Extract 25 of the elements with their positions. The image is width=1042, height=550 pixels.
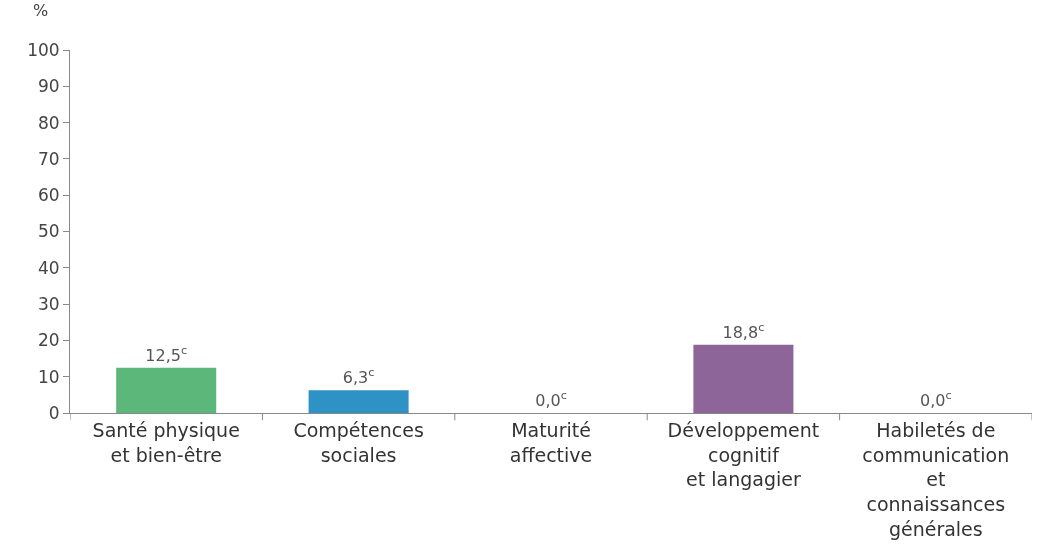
bar: [116, 367, 217, 413]
y-tick-label: 100: [27, 39, 60, 60]
data-label: 18,8$^{c}$: [722, 321, 765, 342]
x-tick-label: Compétences sociales: [293, 418, 424, 466]
y-tick-label: 0: [48, 402, 60, 423]
y-tick-label: 90: [37, 76, 60, 97]
y-axis-title: %: [33, 1, 49, 20]
y-tick-label: 50: [37, 221, 60, 242]
x-tick-label: Santé physique et bien-être: [92, 418, 240, 466]
data-label: 12,5$^{c}$: [145, 343, 188, 365]
bar: [308, 390, 409, 413]
data-label: 0,0$^{c}$: [535, 389, 567, 410]
bar: [693, 344, 794, 413]
y-tick-label: 20: [37, 330, 60, 351]
y-tick-label: 80: [37, 112, 60, 133]
y-tick-label: 30: [37, 294, 60, 315]
x-tick-label: Habiletés de communication et connaissances générales: [862, 418, 1010, 540]
x-tick-label: Maturité affective: [509, 418, 593, 466]
data-label: 0,0$^{c}$: [920, 389, 952, 410]
data-label: 6,3$^{c}$: [342, 366, 375, 388]
y-tick-label: 60: [37, 185, 60, 206]
x-tick-label: Développement cognitif et langagier: [667, 418, 820, 491]
y-tick-label: 70: [37, 148, 60, 169]
y-tick-label: 40: [37, 257, 60, 278]
y-tick-label: 10: [37, 366, 60, 387]
